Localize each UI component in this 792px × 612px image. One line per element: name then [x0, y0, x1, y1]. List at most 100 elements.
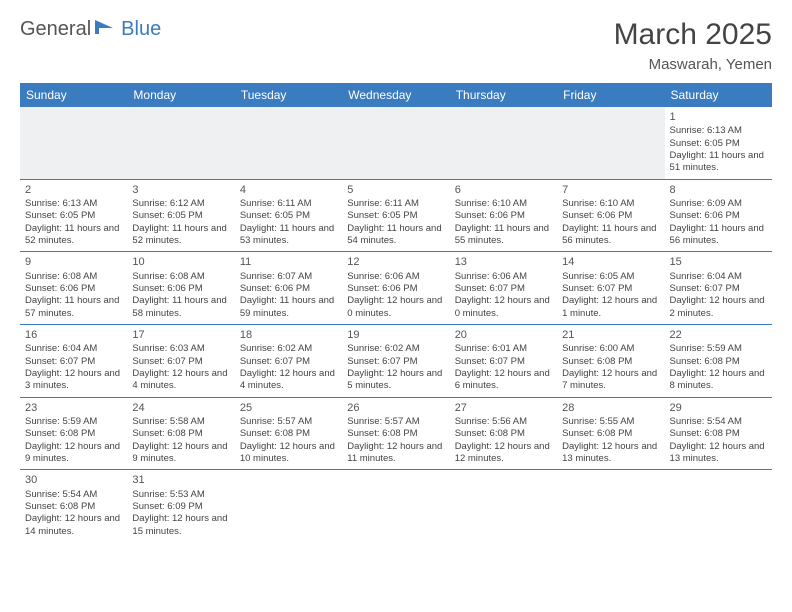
daylight-line: Daylight: 12 hours and 9 minutes. — [132, 441, 229, 466]
calendar-cell — [557, 470, 664, 542]
sunrise-line: Sunrise: 6:04 AM — [670, 271, 767, 283]
sunrise-line: Sunrise: 6:13 AM — [670, 125, 767, 137]
sunset-line: Sunset: 6:06 PM — [562, 210, 659, 222]
sunrise-line: Sunrise: 6:06 AM — [347, 271, 444, 283]
sunset-line: Sunset: 6:07 PM — [455, 356, 552, 368]
daylight-line: Daylight: 12 hours and 12 minutes. — [455, 441, 552, 466]
calendar-cell: 16Sunrise: 6:04 AMSunset: 6:07 PMDayligh… — [20, 325, 127, 398]
sunrise-line: Sunrise: 6:03 AM — [132, 343, 229, 355]
day-header-row: Sunday Monday Tuesday Wednesday Thursday… — [20, 83, 772, 107]
calendar-cell: 24Sunrise: 5:58 AMSunset: 6:08 PMDayligh… — [127, 397, 234, 470]
calendar-cell: 30Sunrise: 5:54 AMSunset: 6:08 PMDayligh… — [20, 470, 127, 542]
calendar-cell: 25Sunrise: 5:57 AMSunset: 6:08 PMDayligh… — [235, 397, 342, 470]
day-number: 18 — [240, 328, 337, 342]
calendar-cell: 12Sunrise: 6:06 AMSunset: 6:06 PMDayligh… — [342, 252, 449, 325]
sunset-line: Sunset: 6:08 PM — [240, 428, 337, 440]
calendar-cell: 15Sunrise: 6:04 AMSunset: 6:07 PMDayligh… — [665, 252, 772, 325]
day-number: 6 — [455, 183, 552, 197]
header-bar: General Blue March 2025 Maswarah, Yemen — [20, 18, 772, 73]
daylight-line: Daylight: 11 hours and 59 minutes. — [240, 295, 337, 320]
day-number: 22 — [670, 328, 767, 342]
sunset-line: Sunset: 6:05 PM — [240, 210, 337, 222]
logo-text-blue: Blue — [121, 18, 161, 41]
day-number: 23 — [25, 401, 122, 415]
sunset-line: Sunset: 6:08 PM — [670, 356, 767, 368]
sunset-line: Sunset: 6:07 PM — [25, 356, 122, 368]
sunrise-line: Sunrise: 6:12 AM — [132, 198, 229, 210]
day-number: 2 — [25, 183, 122, 197]
sunrise-line: Sunrise: 6:05 AM — [562, 271, 659, 283]
calendar-cell — [450, 107, 557, 179]
daylight-line: Daylight: 11 hours and 53 minutes. — [240, 223, 337, 248]
day-header: Thursday — [450, 83, 557, 107]
sunset-line: Sunset: 6:07 PM — [347, 356, 444, 368]
sunset-line: Sunset: 6:06 PM — [132, 283, 229, 295]
sunset-line: Sunset: 6:08 PM — [670, 428, 767, 440]
day-number: 10 — [132, 255, 229, 269]
calendar-cell — [127, 107, 234, 179]
sunset-line: Sunset: 6:08 PM — [132, 428, 229, 440]
daylight-line: Daylight: 12 hours and 5 minutes. — [347, 368, 444, 393]
sunrise-line: Sunrise: 5:54 AM — [670, 416, 767, 428]
sunrise-line: Sunrise: 6:10 AM — [562, 198, 659, 210]
page: General Blue March 2025 Maswarah, Yemen … — [0, 0, 792, 560]
logo: General Blue — [20, 18, 161, 41]
day-header: Saturday — [665, 83, 772, 107]
sunrise-line: Sunrise: 5:58 AM — [132, 416, 229, 428]
calendar-cell: 20Sunrise: 6:01 AMSunset: 6:07 PMDayligh… — [450, 325, 557, 398]
sunset-line: Sunset: 6:05 PM — [347, 210, 444, 222]
sunrise-line: Sunrise: 6:01 AM — [455, 343, 552, 355]
daylight-line: Daylight: 12 hours and 13 minutes. — [670, 441, 767, 466]
sunset-line: Sunset: 6:08 PM — [25, 428, 122, 440]
day-number: 19 — [347, 328, 444, 342]
calendar-cell: 31Sunrise: 5:53 AMSunset: 6:09 PMDayligh… — [127, 470, 234, 542]
sunset-line: Sunset: 6:06 PM — [670, 210, 767, 222]
daylight-line: Daylight: 12 hours and 1 minute. — [562, 295, 659, 320]
daylight-line: Daylight: 12 hours and 11 minutes. — [347, 441, 444, 466]
calendar-row: 9Sunrise: 6:08 AMSunset: 6:06 PMDaylight… — [20, 252, 772, 325]
sunset-line: Sunset: 6:07 PM — [132, 356, 229, 368]
sunrise-line: Sunrise: 5:59 AM — [25, 416, 122, 428]
calendar-cell: 10Sunrise: 6:08 AMSunset: 6:06 PMDayligh… — [127, 252, 234, 325]
month-title: March 2025 — [614, 18, 772, 52]
calendar-cell — [342, 470, 449, 542]
daylight-line: Daylight: 12 hours and 9 minutes. — [25, 441, 122, 466]
sunrise-line: Sunrise: 6:08 AM — [132, 271, 229, 283]
daylight-line: Daylight: 11 hours and 51 minutes. — [670, 150, 767, 175]
daylight-line: Daylight: 12 hours and 3 minutes. — [25, 368, 122, 393]
calendar-cell: 26Sunrise: 5:57 AMSunset: 6:08 PMDayligh… — [342, 397, 449, 470]
calendar-cell — [342, 107, 449, 179]
flag-icon — [95, 18, 117, 41]
sunrise-line: Sunrise: 6:11 AM — [240, 198, 337, 210]
sunrise-line: Sunrise: 6:08 AM — [25, 271, 122, 283]
calendar-cell: 2Sunrise: 6:13 AMSunset: 6:05 PMDaylight… — [20, 179, 127, 252]
calendar-cell — [450, 470, 557, 542]
calendar-cell: 17Sunrise: 6:03 AMSunset: 6:07 PMDayligh… — [127, 325, 234, 398]
day-number: 20 — [455, 328, 552, 342]
calendar-cell — [235, 107, 342, 179]
calendar-row: 16Sunrise: 6:04 AMSunset: 6:07 PMDayligh… — [20, 325, 772, 398]
sunrise-line: Sunrise: 5:56 AM — [455, 416, 552, 428]
daylight-line: Daylight: 11 hours and 56 minutes. — [670, 223, 767, 248]
daylight-line: Daylight: 12 hours and 4 minutes. — [240, 368, 337, 393]
daylight-line: Daylight: 11 hours and 57 minutes. — [25, 295, 122, 320]
sunrise-line: Sunrise: 6:04 AM — [25, 343, 122, 355]
sunset-line: Sunset: 6:07 PM — [455, 283, 552, 295]
day-header: Wednesday — [342, 83, 449, 107]
day-number: 15 — [670, 255, 767, 269]
calendar-cell: 13Sunrise: 6:06 AMSunset: 6:07 PMDayligh… — [450, 252, 557, 325]
day-number: 25 — [240, 401, 337, 415]
calendar-row: 30Sunrise: 5:54 AMSunset: 6:08 PMDayligh… — [20, 470, 772, 542]
sunset-line: Sunset: 6:07 PM — [562, 283, 659, 295]
day-number: 26 — [347, 401, 444, 415]
day-number: 1 — [670, 110, 767, 124]
day-number: 13 — [455, 255, 552, 269]
calendar-cell: 27Sunrise: 5:56 AMSunset: 6:08 PMDayligh… — [450, 397, 557, 470]
sunrise-line: Sunrise: 6:11 AM — [347, 198, 444, 210]
daylight-line: Daylight: 12 hours and 7 minutes. — [562, 368, 659, 393]
sunset-line: Sunset: 6:06 PM — [347, 283, 444, 295]
daylight-line: Daylight: 12 hours and 4 minutes. — [132, 368, 229, 393]
day-number: 5 — [347, 183, 444, 197]
calendar-cell: 22Sunrise: 5:59 AMSunset: 6:08 PMDayligh… — [665, 325, 772, 398]
daylight-line: Daylight: 12 hours and 0 minutes. — [347, 295, 444, 320]
